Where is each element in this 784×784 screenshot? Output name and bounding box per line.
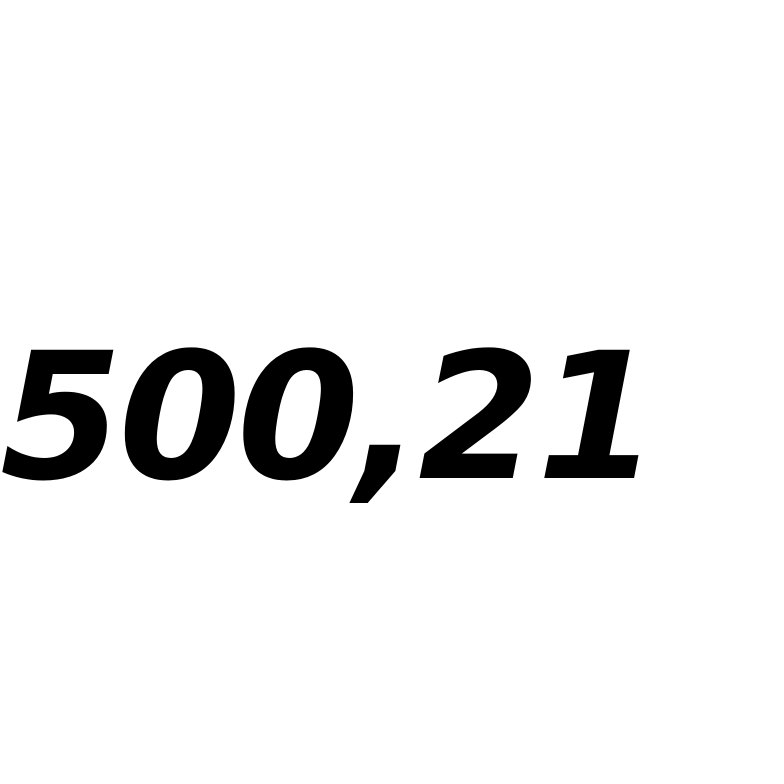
large-number-text: 500,21	[0, 315, 659, 520]
